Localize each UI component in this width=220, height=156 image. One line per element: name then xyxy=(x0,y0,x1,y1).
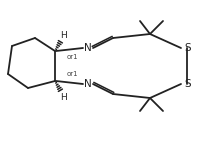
Text: S: S xyxy=(185,79,191,89)
Text: S: S xyxy=(185,43,191,53)
Text: or1: or1 xyxy=(66,71,78,77)
Text: N: N xyxy=(84,43,92,53)
Text: or1: or1 xyxy=(66,54,78,60)
Text: N: N xyxy=(84,79,92,89)
Text: H: H xyxy=(60,93,66,102)
Text: H: H xyxy=(60,31,66,39)
